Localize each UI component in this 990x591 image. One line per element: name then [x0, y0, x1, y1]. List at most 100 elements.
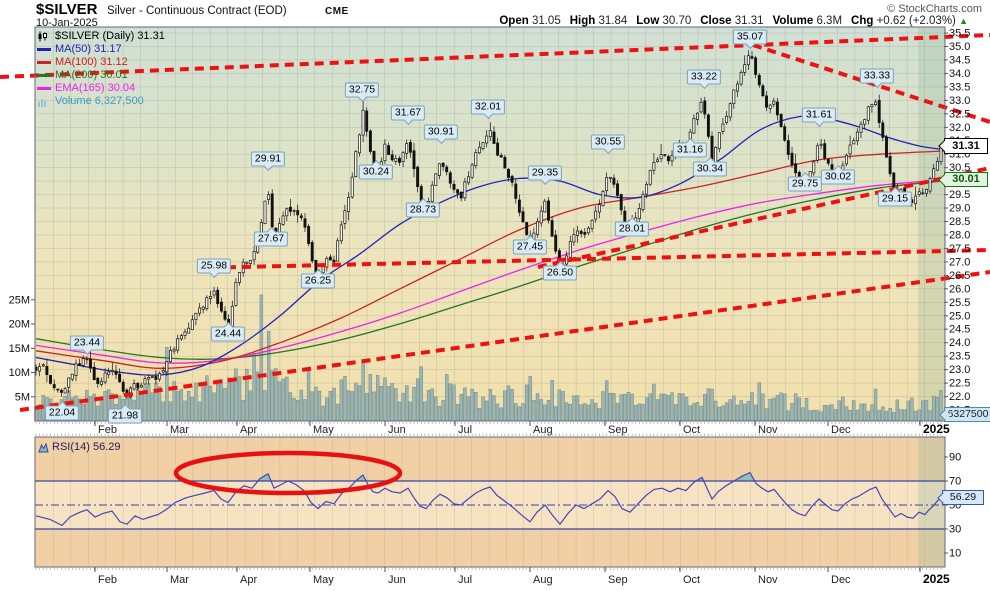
- volume-bars-icon: [37, 96, 51, 107]
- up-arrow-icon: ▲: [959, 16, 968, 26]
- legend-item-ema165: EMA(165) 30.04: [37, 82, 165, 95]
- trendline: [0, 33, 990, 79]
- svg-text:33.0: 33.0: [949, 95, 970, 107]
- chart-title: Silver - Continuous Contract (EOD): [107, 5, 287, 17]
- legend-item-price: $SILVER (Daily) 31.31: [37, 30, 165, 43]
- ma200-line: [35, 180, 945, 360]
- svg-text:24.0: 24.0: [949, 337, 970, 349]
- high-quote: High 31.84: [569, 15, 628, 27]
- legend-ema165-label: EMA(165) 30.04: [55, 82, 136, 94]
- svg-text:Apr: Apr: [240, 424, 257, 436]
- rsi-indicator-label: RSI(14) 56.29: [38, 441, 120, 453]
- open-quote: Open 31.05: [499, 15, 561, 27]
- legend-item-ma200: MA(200) 30.01: [37, 69, 165, 82]
- ma100-line: [35, 150, 945, 369]
- svg-text:5M: 5M: [15, 391, 30, 403]
- trendline: [19, 270, 990, 412]
- svg-text:90: 90: [949, 452, 961, 464]
- svg-text:30.5: 30.5: [949, 162, 970, 174]
- close-quote: Close 31.31: [700, 15, 764, 27]
- svg-text:10: 10: [949, 548, 961, 560]
- svg-text:34.5: 34.5: [949, 54, 970, 66]
- svg-text:28.0: 28.0: [949, 230, 970, 242]
- svg-text:May: May: [313, 424, 334, 436]
- svg-text:Sep: Sep: [608, 424, 628, 436]
- ohlc-quote-row: Open 31.05 High 31.84 Low 30.70 Close 31…: [499, 15, 968, 27]
- legend-ma100-label: MA(100) 31.12: [55, 56, 128, 68]
- svg-text:22.5: 22.5: [949, 378, 970, 390]
- ma100-swatch: [37, 61, 51, 64]
- svg-text:25.5: 25.5: [949, 297, 970, 309]
- svg-text:32.0: 32.0: [949, 122, 970, 134]
- svg-text:29.0: 29.0: [949, 203, 970, 215]
- exchange-label: CME: [325, 6, 349, 17]
- stockcharts-copyright-link[interactable]: © StockCharts.com: [887, 3, 982, 15]
- svg-text:May: May: [313, 574, 334, 586]
- svg-text:Jun: Jun: [388, 574, 406, 586]
- svg-text:28.5: 28.5: [949, 216, 970, 228]
- low-quote: Low 30.70: [636, 15, 692, 27]
- svg-text:35.0: 35.0: [949, 41, 970, 53]
- rsi-line: [35, 471, 942, 527]
- svg-text:Sep: Sep: [608, 574, 628, 586]
- year-2025-band: [918, 27, 945, 421]
- volume-quote: Volume 6.3M: [772, 15, 843, 27]
- svg-text:Dec: Dec: [831, 574, 851, 586]
- legend-item-ma50: MA(50) 31.17: [37, 43, 165, 56]
- ma50-swatch: [37, 48, 51, 51]
- rsi-overbought-fill: [258, 473, 271, 481]
- candles-icon: [37, 31, 51, 42]
- svg-text:2025: 2025: [923, 422, 950, 436]
- svg-text:24.5: 24.5: [949, 324, 970, 336]
- svg-text:Nov: Nov: [758, 424, 778, 436]
- chart-legend: $SILVER (Daily) 31.31 MA(50) 31.17 MA(10…: [37, 30, 165, 108]
- svg-text:33.5: 33.5: [949, 81, 970, 93]
- legend-item-volume: Volume 6,327,500: [37, 95, 165, 108]
- svg-text:35.5: 35.5: [949, 28, 970, 40]
- legend-ma50-label: MA(50) 31.17: [55, 43, 122, 55]
- svg-text:26.0: 26.0: [949, 283, 970, 295]
- trendline: [537, 166, 990, 269]
- svg-text:15M: 15M: [9, 343, 30, 355]
- svg-text:Oct: Oct: [683, 424, 700, 436]
- rsi-overbought-fill: [734, 472, 755, 481]
- rsi-value-box: 56.29: [937, 490, 984, 505]
- svg-text:23.5: 23.5: [949, 351, 970, 363]
- svg-text:20M: 20M: [9, 319, 30, 331]
- svg-text:25.0: 25.0: [949, 310, 970, 322]
- svg-text:10M: 10M: [9, 367, 30, 379]
- candlesticks: [34, 50, 943, 399]
- svg-text:Jun: Jun: [388, 424, 406, 436]
- svg-text:23.0: 23.0: [949, 364, 970, 376]
- main-plot-background: [35, 27, 945, 421]
- svg-text:2025: 2025: [923, 572, 950, 586]
- svg-text:Mar: Mar: [170, 574, 189, 586]
- svg-text:22.0: 22.0: [949, 391, 970, 403]
- svg-text:Apr: Apr: [240, 574, 257, 586]
- legend-volume-label: Volume 6,327,500: [55, 95, 144, 107]
- svg-text:26.5: 26.5: [949, 270, 970, 282]
- legend-item-ma100: MA(100) 31.12: [37, 56, 165, 69]
- svg-text:70: 70: [949, 476, 961, 488]
- daily-ticks: [35, 422, 942, 570]
- trendline: [752, 43, 990, 124]
- svg-text:Aug: Aug: [533, 424, 553, 436]
- svg-text:32.5: 32.5: [949, 108, 970, 120]
- ma200-swatch: [37, 74, 51, 77]
- svg-text:30: 30: [949, 524, 961, 536]
- svg-text:27.5: 27.5: [949, 243, 970, 255]
- svg-text:Nov: Nov: [758, 574, 778, 586]
- main-panel-border: [34, 26, 946, 422]
- svg-text:Aug: Aug: [533, 574, 553, 586]
- volume-value-box: 6327500: [939, 407, 990, 422]
- svg-text:Jul: Jul: [458, 424, 472, 436]
- trendline: [196, 248, 990, 270]
- svg-text:Dec: Dec: [831, 424, 851, 436]
- rsi-label-text: RSI(14) 56.29: [52, 441, 121, 453]
- legend-price-label: $SILVER (Daily) 31.31: [55, 30, 165, 42]
- svg-text:Jul: Jul: [458, 574, 472, 586]
- legend-ma200-label: MA(200) 30.01: [55, 69, 128, 81]
- ma200-value-box: 30.01: [938, 172, 988, 187]
- svg-text:Mar: Mar: [170, 424, 189, 436]
- svg-text:Feb: Feb: [98, 424, 117, 436]
